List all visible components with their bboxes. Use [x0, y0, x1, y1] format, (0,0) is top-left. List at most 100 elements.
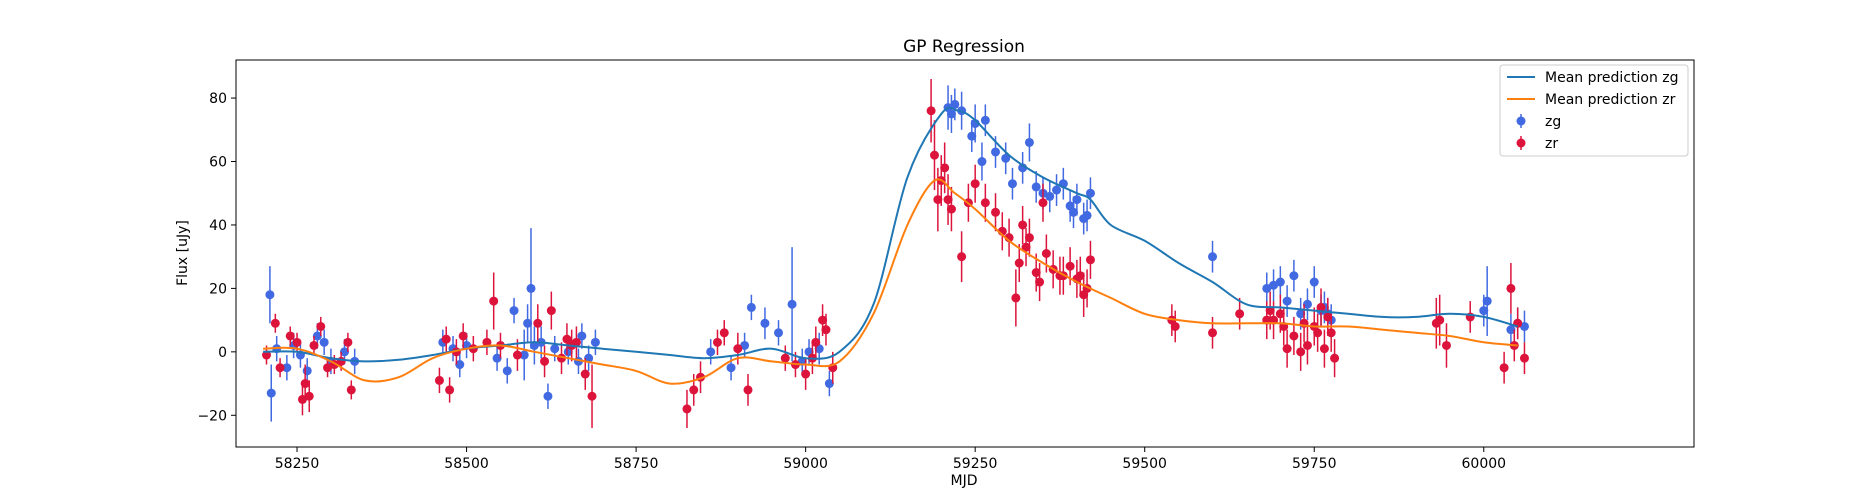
- zr-point: [489, 296, 499, 306]
- zg-point: [265, 290, 275, 300]
- legend-marker-swatch: [1516, 116, 1526, 126]
- zr-point: [811, 337, 821, 347]
- legend-label: zg: [1545, 114, 1561, 130]
- zg-point: [1001, 153, 1011, 163]
- zg-point: [746, 302, 756, 312]
- zr-point: [1319, 344, 1329, 354]
- zg-point: [946, 109, 956, 119]
- zr-point: [1085, 255, 1095, 265]
- zr-point: [926, 106, 936, 116]
- zr-point: [929, 150, 939, 160]
- zr-point: [1265, 306, 1275, 316]
- zr-point: [546, 306, 556, 316]
- mean-prediction-zr-line: [263, 178, 1518, 385]
- zg-point: [760, 318, 770, 328]
- zr-point: [309, 340, 319, 350]
- zr-point: [1316, 302, 1326, 312]
- zr-point: [300, 379, 310, 389]
- zg-point: [492, 353, 502, 363]
- y-tick-label: 60: [209, 155, 227, 171]
- zg-point: [726, 363, 736, 373]
- legend: Mean prediction zg Mean prediction zr zg zr: [1499, 64, 1689, 157]
- zg-point: [590, 337, 600, 347]
- zr-point: [587, 391, 597, 401]
- zr-point: [682, 404, 692, 414]
- zr-point: [780, 353, 790, 363]
- zg-point: [1309, 277, 1319, 287]
- zr-point: [1499, 363, 1509, 373]
- zr-point: [712, 337, 722, 347]
- series-group: [262, 79, 1529, 428]
- zr-point: [458, 331, 468, 341]
- zg-point: [1082, 210, 1092, 220]
- plot-frame: [235, 59, 1695, 448]
- x-tick-label: 59000: [783, 456, 828, 472]
- zr-point: [991, 207, 1001, 217]
- zr-point: [1326, 328, 1336, 338]
- zg-point: [1275, 277, 1285, 287]
- zg-point: [1262, 283, 1272, 293]
- zg-point: [706, 347, 716, 357]
- zr-point: [940, 163, 950, 173]
- zr-point: [980, 198, 990, 208]
- zg-point: [1282, 296, 1292, 306]
- zr-point: [580, 369, 590, 379]
- zr-point: [1014, 258, 1024, 268]
- legend-label: Mean prediction zr: [1545, 92, 1676, 108]
- zg-point: [1302, 299, 1312, 309]
- zg-point: [740, 340, 750, 350]
- zg-point: [1519, 321, 1529, 331]
- x-tick-label: 58250: [275, 456, 320, 472]
- zr-point: [719, 328, 729, 338]
- zg-point: [543, 391, 553, 401]
- zr-point: [304, 391, 314, 401]
- zg-point: [577, 331, 587, 341]
- zg-point: [1289, 271, 1299, 281]
- zr-point: [1035, 277, 1045, 287]
- zg-point: [519, 350, 529, 360]
- zg-point: [1269, 280, 1279, 290]
- zr-point: [323, 363, 333, 373]
- zg-point: [1069, 207, 1079, 217]
- zr-point: [957, 252, 967, 262]
- zr-point: [818, 315, 828, 325]
- zg-point: [1007, 179, 1017, 189]
- zg-point: [455, 360, 465, 370]
- zr-point: [1031, 268, 1041, 278]
- zr-point: [445, 385, 455, 395]
- zr-point: [1296, 347, 1306, 357]
- zr-point: [1282, 344, 1292, 354]
- zr-point: [1024, 233, 1034, 243]
- zg-point: [526, 283, 536, 293]
- zg-point: [502, 366, 512, 376]
- zr-point: [316, 321, 326, 331]
- zr-point: [943, 195, 953, 205]
- x-tick-label: 59750: [1292, 456, 1337, 472]
- zr-point: [1065, 261, 1075, 271]
- legend-marker-swatch: [1516, 138, 1526, 148]
- y-tick-label: 20: [209, 281, 227, 297]
- legend-box: [1499, 64, 1689, 157]
- zg-point: [1085, 188, 1095, 198]
- x-tick-label: 59250: [953, 456, 998, 472]
- y-tick-label: 40: [209, 218, 227, 234]
- zr-point: [1313, 328, 1323, 338]
- zr-point: [1275, 309, 1285, 319]
- zg-point: [1052, 185, 1062, 195]
- zr-point: [801, 369, 811, 379]
- zr-point: [1519, 353, 1529, 363]
- zr-point: [821, 325, 831, 335]
- zr-point: [1435, 315, 1445, 325]
- zg-point: [967, 131, 977, 141]
- zr-point: [346, 385, 356, 395]
- y-axis-label: Flux [uJy]: [175, 220, 191, 286]
- zg-point: [991, 147, 1001, 157]
- plot-area: [262, 79, 1529, 428]
- zg-point: [1208, 252, 1218, 262]
- zg-point: [1506, 325, 1516, 335]
- zg-point: [1482, 296, 1492, 306]
- zr-point: [1170, 321, 1180, 331]
- zr-point: [1011, 293, 1021, 303]
- legend-label: zr: [1545, 136, 1558, 152]
